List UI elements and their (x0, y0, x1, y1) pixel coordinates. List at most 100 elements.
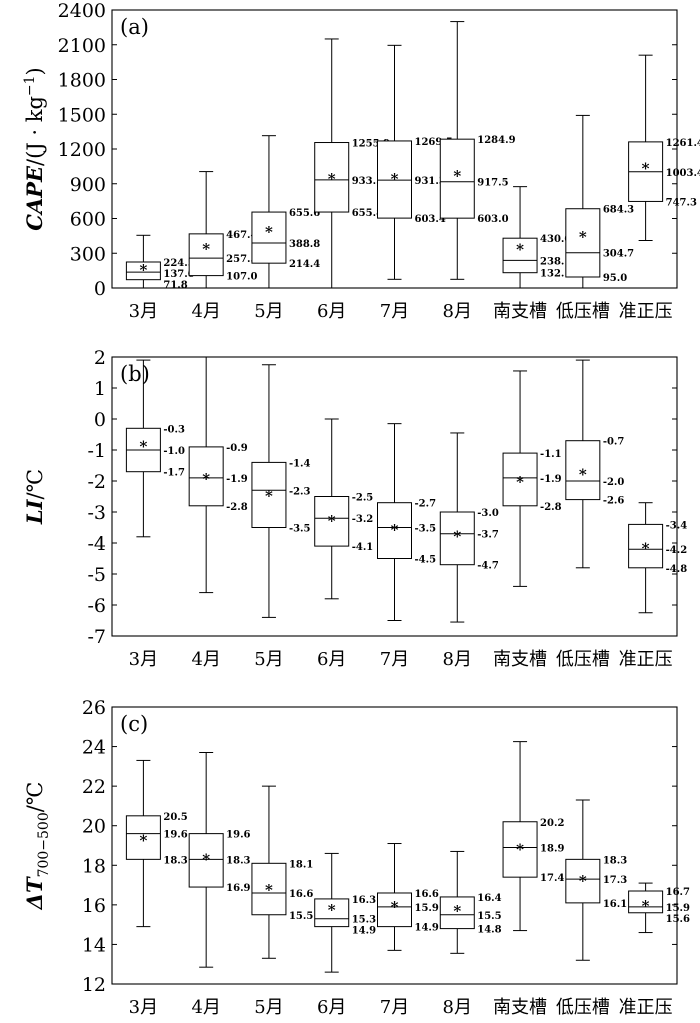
iqr-box (251, 211, 287, 264)
x-category-label: 低压槽 (556, 997, 610, 1018)
q1-label: 15.6 (666, 914, 690, 925)
box-9: * 16.7 15.915.6 (628, 882, 690, 934)
x-category-label: 8月 (443, 301, 472, 322)
x-category-label: 6月 (317, 997, 346, 1018)
q3-label: 1269.5 (415, 137, 453, 148)
y-tick-label: 26 (82, 697, 106, 719)
x-category-label: 7月 (380, 301, 409, 322)
q1-label: 747.3 (666, 197, 697, 208)
y-tick-label: 1800 (58, 70, 106, 92)
x-category-label: 3月 (129, 649, 158, 670)
mean-marker: * (391, 898, 399, 916)
iqr-box (628, 523, 664, 569)
q1-label: -4.7 (477, 561, 499, 572)
q3-label: -3.0 (477, 508, 499, 519)
q1-label: 16.9 (226, 883, 250, 894)
q3-label: -3.4 (666, 520, 688, 531)
box-2: * 467.4 257.5 107.0 (188, 171, 258, 289)
x-category-label: 准正压 (619, 997, 673, 1018)
iqr-box (188, 233, 224, 277)
mean-marker: * (328, 170, 336, 188)
box-9: * 1261.4 1003.4 747.3 (628, 54, 700, 242)
q1-label: 18.3 (163, 855, 187, 866)
x-category-label: 准正压 (619, 301, 673, 322)
q1-label: 15.5 (289, 911, 313, 922)
iqr-box (314, 142, 350, 213)
q1-label: 132.1 (540, 269, 571, 280)
iqr-box (565, 858, 601, 904)
median-label: 19.6 (163, 830, 187, 841)
x-category-label: 4月 (191, 649, 220, 670)
mean-marker: * (139, 832, 147, 850)
x-category-label: 5月 (254, 649, 283, 670)
q3-label: 684.3 (603, 205, 634, 216)
mean-marker: * (139, 437, 147, 455)
q3-label: 1255.9 (352, 139, 390, 150)
box-6: * 1284.9 917.5 603.0 (439, 21, 516, 280)
x-category-label: 低压槽 (556, 649, 610, 670)
panel-c: 12 14 16 18 20 22 24 26 (c) ΔT700−500/℃ * 20.5 19.6 1… (22, 697, 690, 1018)
panel-label: (b) (120, 362, 150, 386)
box-3: * 655.6 388.8 214.4 (251, 135, 320, 289)
iqr-box (502, 452, 538, 507)
median-label: 917.5 (477, 178, 508, 189)
median-label: -3.2 (352, 514, 374, 525)
median-label: -3.5 (415, 524, 437, 535)
median-label: 15.5 (477, 911, 501, 922)
q1-label: 214.4 (289, 259, 320, 270)
iqr-box (502, 821, 538, 878)
panel-b: -7 -6 -5 -4 -3 -2 -1 0 1 2 (b) LI/℃ * -0.3 -1.0 -1.7 3月 *… (22, 347, 687, 670)
box-5: * 1269.5 931.3 603.4 (377, 44, 453, 280)
y-tick-label: 2 (94, 347, 106, 369)
q1-label: 14.9 (352, 926, 376, 937)
median-label: 17.3 (603, 875, 627, 886)
mean-marker: * (579, 465, 587, 483)
median-label: 15.9 (666, 903, 690, 914)
y-tick-label: 0 (94, 409, 106, 431)
mean-marker: * (453, 527, 461, 545)
y-axis-label: ΔT700−500/℃ (22, 782, 52, 911)
x-category-label: 5月 (254, 301, 283, 322)
q1-label: 655.8 (352, 208, 383, 219)
box-3: * 18.1 16.6 15.5 (251, 785, 313, 959)
y-axis-label: CAPE/(J · kg−1) (22, 67, 47, 231)
median-label: -3.7 (477, 530, 499, 541)
mean-marker: * (516, 241, 524, 259)
iqr-box (439, 511, 475, 566)
x-category-label: 4月 (191, 301, 220, 322)
median-label: 257.5 (226, 254, 257, 265)
box-9: * -3.4 -4.2 -4.8 (628, 502, 688, 614)
box-2: * 19.6 18.3 16.9 (188, 752, 251, 968)
y-tick-label: 18 (82, 855, 106, 877)
iqr-box (502, 237, 538, 274)
x-category-label: 7月 (380, 649, 409, 670)
mean-marker: * (516, 840, 524, 858)
mean-marker: * (202, 850, 210, 868)
mean-marker: * (453, 167, 461, 185)
box-5: * 16.6 15.9 14.9 (377, 843, 439, 951)
iqr-box (565, 208, 601, 278)
q1-label: 95.0 (603, 273, 627, 284)
iqr-box (314, 898, 350, 928)
box-8: * 684.3 304.7 95.0 (565, 114, 634, 289)
q3-label: 19.6 (226, 830, 250, 841)
y-tick-label: -1 (87, 440, 106, 462)
box-4: * -2.5 -3.2 -4.1 (314, 418, 374, 600)
iqr-box (188, 446, 224, 507)
iqr-box (565, 440, 601, 501)
mean-marker: * (265, 223, 273, 241)
x-category-label: 6月 (317, 649, 346, 670)
q1-label: -1.7 (163, 468, 185, 479)
median-label: 15.9 (415, 903, 439, 914)
median-label: 388.8 (289, 239, 320, 250)
q3-label: 20.5 (163, 812, 187, 823)
box-7: * 20.2 18.9 17.4 (502, 741, 564, 932)
q1-label: -2.8 (540, 502, 562, 513)
q1-label: -2.8 (226, 502, 248, 513)
q3-label: 224.5 (163, 258, 194, 269)
y-tick-label: 2400 (58, 0, 106, 22)
mean-marker: * (139, 261, 147, 279)
q3-label: 18.3 (603, 855, 627, 866)
box-4: * 1255.9 933.5 655.8 (314, 38, 390, 289)
